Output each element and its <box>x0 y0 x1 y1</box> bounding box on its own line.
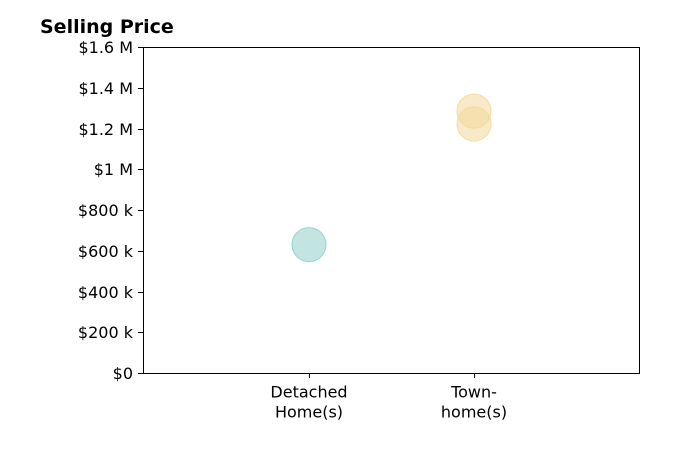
chart-title: Selling Price <box>40 16 174 38</box>
x-tick-label: Detached <box>270 383 347 402</box>
x-tick-label: Town- <box>450 383 497 402</box>
data-point <box>456 106 492 142</box>
data-point <box>291 227 327 263</box>
y-tick-label: $400 k <box>78 283 134 302</box>
data-points <box>291 93 492 263</box>
y-tick-label: $800 k <box>78 201 134 220</box>
y-tick-label: $1 M <box>94 160 133 179</box>
y-tick-label: $1.2 M <box>78 120 133 139</box>
x-tick-label: home(s) <box>441 403 507 422</box>
y-tick-label: $0 <box>113 364 133 383</box>
y-tick-label: $600 k <box>78 242 134 261</box>
y-tick-label: $1.6 M <box>78 38 133 57</box>
y-tick-label: $200 k <box>78 323 134 342</box>
y-tick-label: $1.4 M <box>78 79 133 98</box>
plot-frame <box>143 47 640 374</box>
x-tick-label: Home(s) <box>275 403 343 422</box>
axes: $0 $200 k $400 k $600 k $800 k $1 M $1.2 M $1.4… <box>78 38 507 422</box>
